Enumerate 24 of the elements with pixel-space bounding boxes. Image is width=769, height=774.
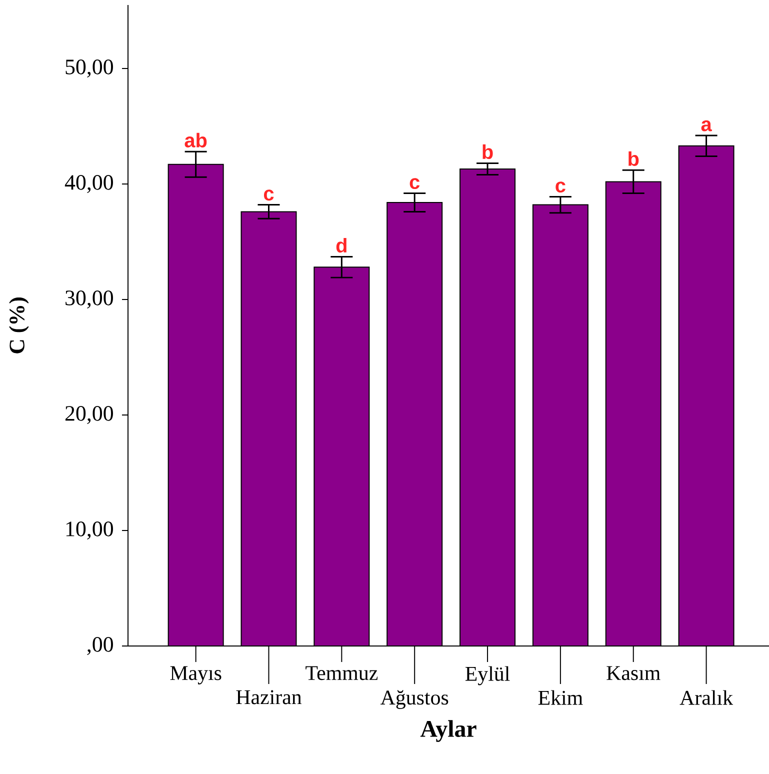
annotation: c	[410, 178, 420, 190]
x-tick-label: Eylül	[465, 666, 510, 686]
x-tick-label: Haziran	[236, 690, 302, 704]
y-tick-label: 20,00	[65, 406, 113, 424]
annotation: b	[482, 144, 493, 160]
x-tick-label: Aralık	[680, 690, 734, 705]
y-tick-label: 40,00	[64, 175, 113, 193]
annotation: d	[336, 238, 346, 253]
y-tick-label: 10,00	[66, 522, 113, 540]
x-tick-label: Mayıs	[170, 666, 222, 684]
x-axis-title: Aylar	[420, 720, 476, 742]
y-tick-label: ,00	[87, 637, 113, 655]
annotation: a	[701, 120, 712, 132]
annotation: b	[628, 151, 639, 166]
annotation: c	[264, 190, 274, 201]
y-axis-title: C (%)	[9, 298, 29, 354]
x-tick-label: Kasım	[606, 666, 660, 680]
y-tick-label: 30,00	[66, 290, 113, 308]
x-tick-label: Ekim	[538, 690, 583, 705]
annotation: ab	[184, 132, 207, 148]
x-tick-label: Ağustos	[380, 690, 448, 709]
x-tick-label: Temmuz	[306, 666, 378, 680]
y-tick-label: 50,00	[66, 60, 113, 78]
annotation: c	[556, 182, 566, 193]
